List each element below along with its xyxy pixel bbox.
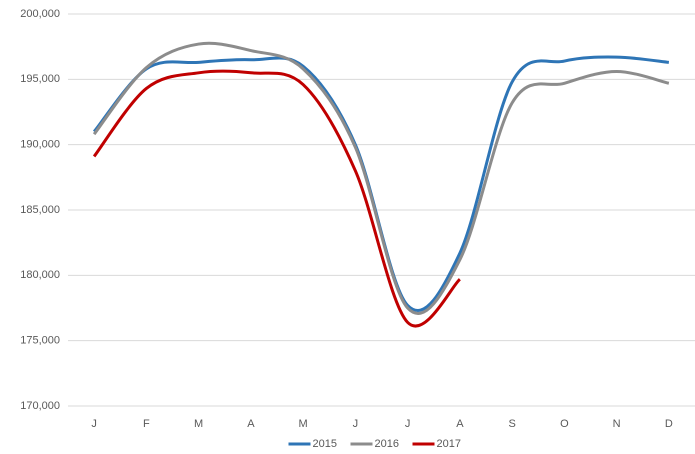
line-series bbox=[92, 41, 670, 315]
y-tick-label: 170,000 bbox=[20, 400, 60, 412]
x-tick-label: D bbox=[665, 418, 673, 430]
legend-label: 2017 bbox=[437, 438, 461, 450]
y-tick-label: 175,000 bbox=[20, 335, 60, 347]
x-tick-label: S bbox=[508, 418, 515, 430]
x-tick-label: N bbox=[613, 418, 621, 430]
y-tick-label: 185,000 bbox=[20, 204, 60, 216]
y-tick-label: 190,000 bbox=[20, 139, 60, 151]
x-tick-label: M bbox=[194, 418, 203, 430]
x-tick-label: F bbox=[143, 418, 150, 430]
x-tick-label: O bbox=[560, 418, 569, 430]
x-tick-label: J bbox=[405, 418, 411, 430]
x-tick-label: M bbox=[299, 418, 308, 430]
x-tick-label: A bbox=[456, 418, 464, 430]
line-series bbox=[92, 69, 461, 328]
y-tick-label: 195,000 bbox=[20, 73, 60, 85]
legend-label: 2016 bbox=[375, 438, 399, 450]
legend-label: 2015 bbox=[313, 438, 337, 450]
x-tick-label: J bbox=[91, 418, 97, 430]
y-tick-label: 200,000 bbox=[20, 8, 60, 20]
x-tick-label: A bbox=[247, 418, 255, 430]
x-tick-label: J bbox=[353, 418, 359, 430]
y-tick-label: 180,000 bbox=[20, 269, 60, 281]
line-series bbox=[92, 55, 670, 312]
